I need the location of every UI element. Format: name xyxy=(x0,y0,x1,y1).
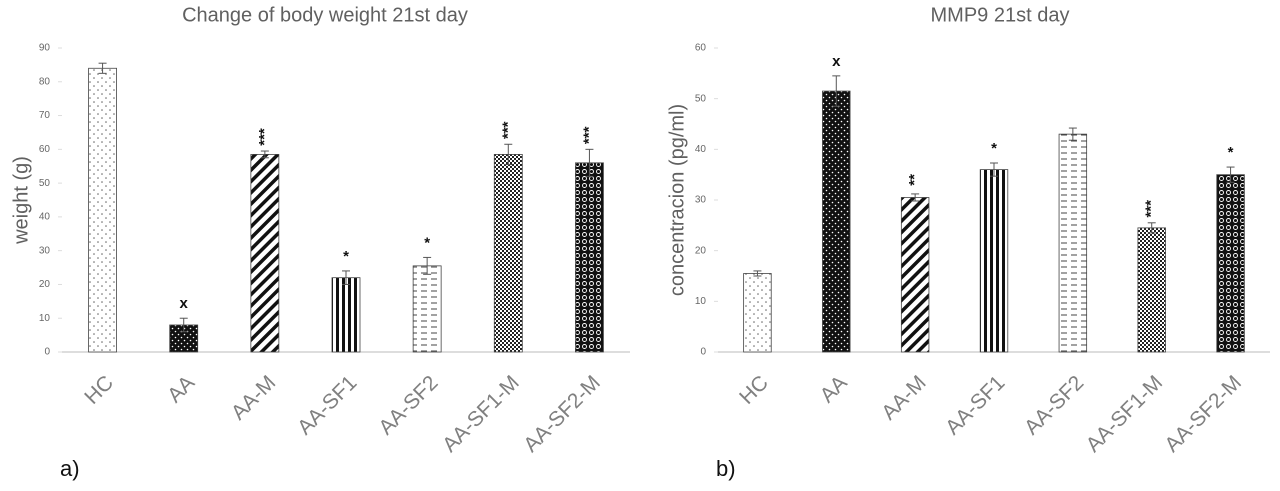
error-bar xyxy=(832,75,841,107)
bar xyxy=(1058,133,1088,353)
error-bar xyxy=(260,150,269,159)
bar xyxy=(900,197,930,353)
annotation: * xyxy=(991,140,997,157)
y-tick-label: 30 xyxy=(39,245,51,256)
bar xyxy=(88,67,117,353)
error-bar xyxy=(911,193,920,202)
error-bar xyxy=(585,148,594,177)
y-tick-label: 20 xyxy=(695,245,707,256)
error-bar xyxy=(504,143,513,166)
y-tick-label: 60 xyxy=(695,43,707,54)
bar xyxy=(743,273,772,353)
y-tick-label: 30 xyxy=(695,195,707,206)
y-axis-label: concentracion (pg/ml) xyxy=(666,104,688,296)
y-tick-label: 70 xyxy=(39,110,51,121)
annotation: *** xyxy=(580,126,597,144)
y-tick-label: 50 xyxy=(695,93,707,104)
error-bar xyxy=(990,162,998,177)
error-bar xyxy=(1226,166,1235,183)
annotation: x xyxy=(180,295,189,312)
error-bar xyxy=(179,317,188,333)
y-tick-label: 20 xyxy=(39,279,51,290)
annotation: *** xyxy=(1143,200,1160,218)
error-bar xyxy=(342,270,350,285)
y-tick-label: 40 xyxy=(39,212,51,223)
y-tick-label: 40 xyxy=(695,144,707,155)
y-tick-label: 50 xyxy=(39,178,51,189)
y-tick-label: 90 xyxy=(39,43,51,54)
y-tick-label: 80 xyxy=(39,76,51,87)
chart-title: Change of body weight 21st day xyxy=(182,4,468,26)
bar xyxy=(575,162,604,353)
annotation: * xyxy=(424,234,430,251)
annotation: x xyxy=(832,53,841,70)
chart-title: MMP9 21st day xyxy=(931,4,1070,26)
error-bar xyxy=(1147,222,1156,234)
error-bar xyxy=(753,270,762,277)
bar xyxy=(1137,227,1166,353)
error-bar xyxy=(98,62,107,74)
annotation: * xyxy=(1228,144,1234,161)
bar xyxy=(331,277,361,353)
bar xyxy=(1216,174,1245,353)
y-tick-label: 0 xyxy=(700,347,706,358)
bar xyxy=(979,169,1009,353)
bar xyxy=(493,153,523,353)
panel-label: b) xyxy=(716,456,736,481)
bar xyxy=(412,265,442,353)
error-bar xyxy=(1068,127,1077,141)
y-tick-label: 60 xyxy=(39,144,51,155)
panel-label: a) xyxy=(60,456,80,481)
bar xyxy=(822,90,851,353)
annotation: ** xyxy=(906,174,923,186)
y-tick-label: 10 xyxy=(695,296,707,307)
annotation: *** xyxy=(499,121,516,139)
bar xyxy=(250,153,280,353)
error-bar xyxy=(423,256,432,275)
y-axis-label: weight (g) xyxy=(10,156,32,245)
y-tick-label: 10 xyxy=(39,313,51,324)
annotation: * xyxy=(343,248,349,265)
annotation: *** xyxy=(256,128,273,146)
y-tick-label: 0 xyxy=(44,347,50,358)
